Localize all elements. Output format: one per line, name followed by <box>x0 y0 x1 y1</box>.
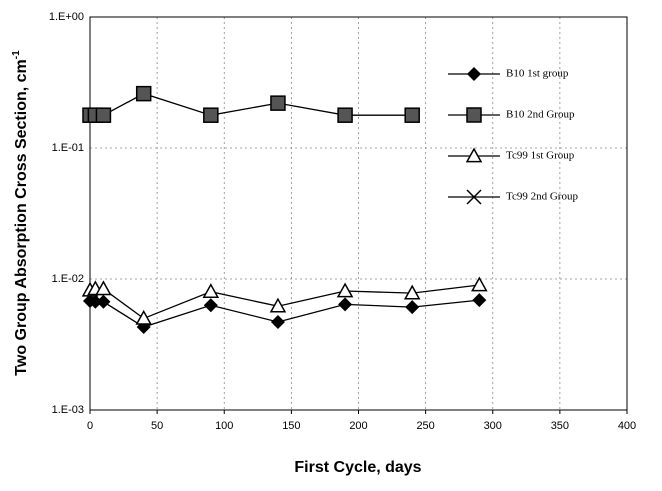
data-point <box>472 293 487 308</box>
x-tick-label: 150 <box>282 420 300 432</box>
x-tick-label: 0 <box>87 420 93 432</box>
data-point <box>203 107 219 123</box>
data-point <box>471 276 488 292</box>
plot-frame <box>89 16 628 411</box>
x-tick-label: 100 <box>215 420 233 432</box>
x-axis-title: First Cycle, days <box>294 459 421 476</box>
x-tick-label: 400 <box>618 420 636 432</box>
data-point <box>135 85 152 102</box>
legend-label: B10 2nd Group <box>506 109 575 121</box>
data-point <box>88 294 103 309</box>
y-tick-label: 1.E+00 <box>49 11 84 23</box>
x-tick-label: 200 <box>349 420 367 432</box>
data-point <box>338 297 353 312</box>
y-tick-label: 1.E-02 <box>52 273 84 285</box>
data-point <box>270 95 286 111</box>
data-point <box>202 283 220 299</box>
data-point <box>403 284 421 300</box>
legend-marker <box>466 107 482 123</box>
y-axis-title-text: Two Group Absorption Cross Section, cm <box>13 59 30 375</box>
legend-label: Tc99 2nd Group <box>506 191 578 203</box>
data-point <box>95 107 112 123</box>
x-tick-label: 50 <box>151 420 163 432</box>
legend-marker <box>467 67 481 81</box>
legend-marker <box>465 147 483 163</box>
legend-marker <box>466 189 482 205</box>
data-point <box>405 300 420 315</box>
x-tick-label: 300 <box>484 420 502 432</box>
y-axis-title-sup: -1 <box>11 50 22 59</box>
y-axis-title: Two Group Absorption Cross Section, cm-1 <box>11 50 31 376</box>
data-point <box>96 294 111 309</box>
x-tick-label: 250 <box>416 420 434 432</box>
legend-label: Tc99 1st Group <box>506 150 575 162</box>
y-tick-label: 1.E-01 <box>52 142 84 154</box>
data-point <box>336 282 354 298</box>
data-point <box>270 314 285 329</box>
data-point <box>269 297 287 313</box>
data-point <box>135 309 152 325</box>
y-tick-label: 1.E-03 <box>52 404 84 416</box>
data-point <box>404 107 420 123</box>
data-point <box>203 298 218 313</box>
legend-label: B10 1st group <box>506 68 569 80</box>
data-point <box>337 107 353 123</box>
x-tick-label: 350 <box>551 420 569 432</box>
data-point <box>95 280 112 296</box>
